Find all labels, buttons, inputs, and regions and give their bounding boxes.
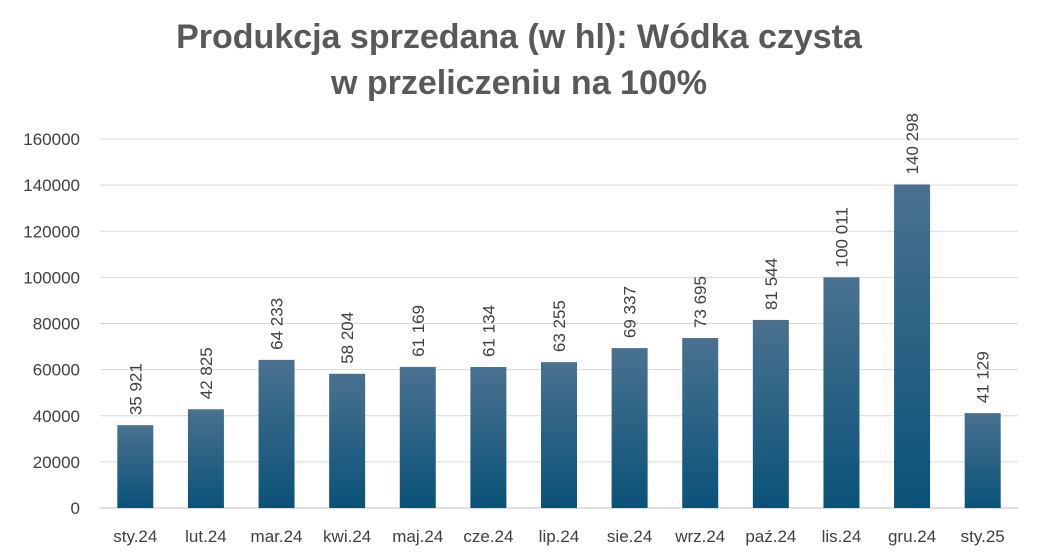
- bars: [117, 184, 1001, 508]
- bar: [611, 348, 648, 508]
- data-label: 63 255: [550, 300, 569, 352]
- bar: [964, 413, 1001, 508]
- bar: [117, 425, 154, 508]
- x-tick-label: lis.24: [822, 527, 862, 546]
- x-tick-label: maj.24: [392, 527, 443, 546]
- bar: [399, 366, 436, 508]
- bar: [470, 367, 507, 508]
- y-tick-label: 60000: [33, 361, 80, 380]
- chart-title-line-1: Produkcja sprzedana (w hl): Wódka czysta: [176, 18, 862, 56]
- data-label: 140 298: [903, 113, 922, 174]
- x-tick-label: sie.24: [607, 527, 652, 546]
- x-axis-tick-labels: sty.24 lut.24 mar.24 kwi.24 maj.24 cze.24 lip.…: [113, 527, 1004, 546]
- x-tick-label: cze.24: [463, 527, 513, 546]
- data-label: 42 825: [197, 347, 216, 399]
- y-tick-label: 120000: [23, 222, 80, 241]
- y-tick-label: 160000: [23, 130, 80, 149]
- data-label: 58 204: [338, 312, 357, 364]
- y-axis-tick-labels: 0 20000 40000 60000 80000 100000 120000 140000 1…: [23, 130, 80, 518]
- y-tick-label: 40000: [33, 407, 80, 426]
- chart-title-line-2: w przeliczeniu na 100%: [330, 64, 708, 102]
- x-tick-label: sty.24: [113, 527, 157, 546]
- data-label: 81 544: [762, 258, 781, 310]
- bar: [823, 277, 860, 508]
- bar: [752, 319, 789, 508]
- y-tick-label: 80000: [33, 315, 80, 334]
- data-label: 41 129: [974, 351, 993, 403]
- bar: [187, 409, 224, 508]
- bar: [329, 373, 366, 508]
- bar: [682, 338, 719, 508]
- data-label: 64 233: [268, 298, 287, 350]
- bar: [541, 362, 577, 508]
- x-tick-label: sty.25: [961, 527, 1005, 546]
- data-label: 61 169: [409, 305, 428, 357]
- x-tick-label: kwi.24: [323, 527, 371, 546]
- x-tick-label: paź.24: [745, 527, 796, 546]
- data-label: 69 337: [621, 286, 640, 338]
- x-tick-label: lut.24: [185, 527, 227, 546]
- y-tick-label: 0: [71, 499, 80, 518]
- y-tick-label: 20000: [33, 453, 80, 472]
- data-label: 73 695: [691, 276, 710, 328]
- data-label: 61 134: [479, 305, 498, 357]
- y-tick-label: 100000: [23, 268, 80, 287]
- bar: [894, 184, 931, 508]
- x-tick-label: lip.24: [539, 527, 580, 546]
- x-tick-label: wrz.24: [674, 527, 725, 546]
- data-label: 100 011: [832, 207, 851, 267]
- chart-title: Produkcja sprzedana (w hl): Wódka czysta…: [0, 14, 1038, 106]
- data-labels: 35 921 42 825 64 233 58 204 61 169 61 134 63 2…: [126, 113, 992, 415]
- x-tick-label: mar.24: [251, 527, 303, 546]
- data-label: 35 921: [126, 363, 145, 415]
- y-tick-label: 140000: [23, 176, 80, 195]
- x-tick-label: gru.24: [888, 527, 936, 546]
- bar: [258, 359, 295, 508]
